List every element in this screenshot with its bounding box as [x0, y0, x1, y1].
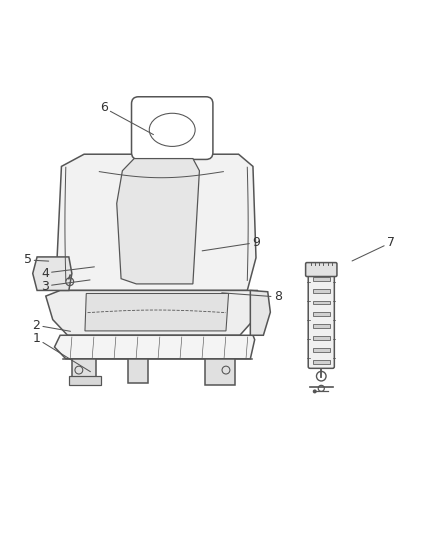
- Text: 7: 7: [352, 236, 395, 261]
- Polygon shape: [46, 290, 260, 335]
- Text: 5: 5: [24, 254, 49, 266]
- Bar: [313, 348, 329, 352]
- Polygon shape: [57, 154, 256, 290]
- Polygon shape: [117, 158, 199, 284]
- Bar: [313, 301, 329, 304]
- Bar: [313, 336, 329, 340]
- Bar: [313, 289, 329, 293]
- Text: 8: 8: [222, 290, 282, 303]
- Text: 1: 1: [32, 332, 90, 372]
- Text: 4: 4: [41, 266, 94, 279]
- Polygon shape: [33, 257, 72, 290]
- Polygon shape: [85, 294, 229, 331]
- Text: 9: 9: [202, 236, 260, 251]
- FancyBboxPatch shape: [131, 97, 213, 159]
- Polygon shape: [72, 359, 96, 383]
- Ellipse shape: [149, 114, 195, 147]
- Text: 6: 6: [100, 101, 153, 135]
- Bar: [313, 312, 329, 316]
- Text: 2: 2: [32, 319, 71, 332]
- Polygon shape: [69, 376, 101, 385]
- Text: 3: 3: [41, 280, 90, 293]
- Polygon shape: [251, 290, 270, 335]
- Bar: [313, 324, 329, 328]
- Polygon shape: [128, 359, 148, 383]
- Bar: [313, 277, 329, 281]
- Bar: [313, 360, 329, 364]
- FancyBboxPatch shape: [308, 271, 334, 368]
- Polygon shape: [205, 359, 235, 385]
- Polygon shape: [54, 335, 254, 359]
- Circle shape: [314, 390, 316, 393]
- FancyBboxPatch shape: [306, 263, 337, 277]
